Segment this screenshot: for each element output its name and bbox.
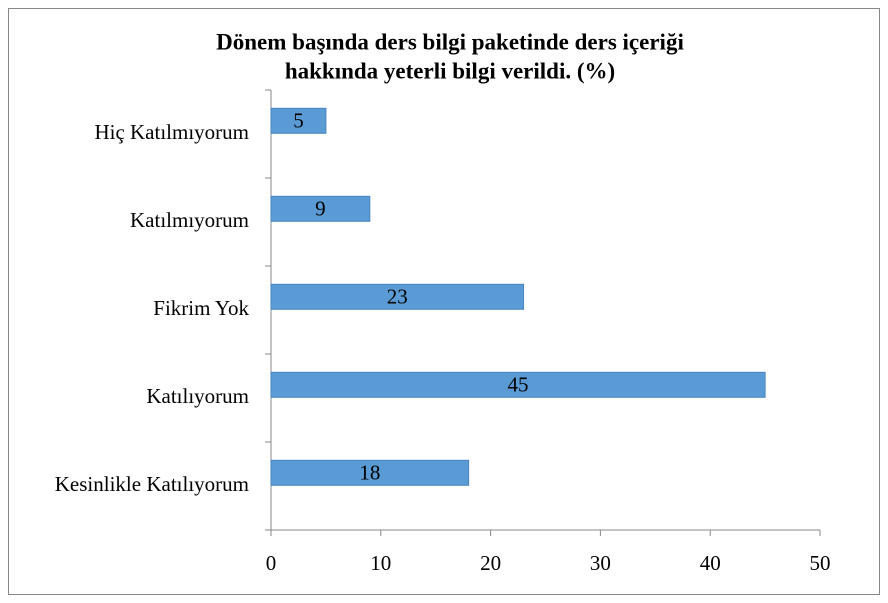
chart-title: Dönem başında ders bilgi paketinde ders … xyxy=(216,29,684,54)
category-label: Fikrim Yok xyxy=(153,296,249,320)
data-label: 23 xyxy=(387,285,408,309)
x-tick-label: 50 xyxy=(810,551,831,575)
x-tick-label: 30 xyxy=(590,551,611,575)
chart-title: hakkında yeterli bilgi verildi. (%) xyxy=(285,58,615,83)
data-label: 5 xyxy=(293,109,304,133)
bar xyxy=(270,283,525,310)
x-tick-label: 40 xyxy=(700,551,721,575)
category-label: Kesinlikle Katılıyorum xyxy=(54,472,249,496)
x-tick-label: 0 xyxy=(266,551,277,575)
category-label: Hiç Katılmıyorum xyxy=(94,120,249,144)
bar xyxy=(270,459,470,486)
category-label: Katılmıyorum xyxy=(130,208,249,232)
data-label: 18 xyxy=(359,461,380,485)
data-label: 9 xyxy=(315,197,326,221)
bar xyxy=(270,371,766,398)
bar xyxy=(270,107,327,134)
bar xyxy=(270,195,371,222)
data-label: 45 xyxy=(508,373,529,397)
chart-border xyxy=(8,8,880,595)
x-tick-label: 20 xyxy=(480,551,501,575)
category-label: Katılıyorum xyxy=(146,384,249,408)
x-tick-label: 10 xyxy=(370,551,391,575)
